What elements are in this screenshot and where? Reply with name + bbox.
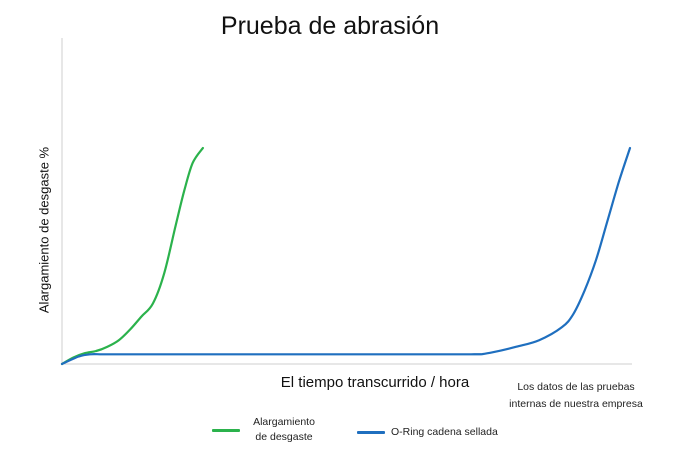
data-source-note: Los datos de las pruebas internas de nue… xyxy=(509,381,643,410)
x-axis-label: El tiempo transcurrido / hora xyxy=(280,374,470,391)
legend-label-green: Alargamiento de desgaste xyxy=(253,416,315,443)
series-line-0 xyxy=(60,146,204,366)
chart-title: Prueba de abrasión xyxy=(220,12,440,40)
legend-label-blue: O-Ring cadena sellada xyxy=(391,426,498,438)
legend-item-blue: O-Ring cadena sellada xyxy=(357,425,498,440)
series-line-1 xyxy=(60,146,632,366)
series-layer xyxy=(60,146,632,366)
legend-item-green: Alargamiento de desgaste xyxy=(212,415,322,445)
y-axis-label: Alargamiento de desgaste % xyxy=(36,146,52,314)
legend-swatch-green xyxy=(212,428,240,432)
legend-swatch-blue xyxy=(357,431,385,434)
